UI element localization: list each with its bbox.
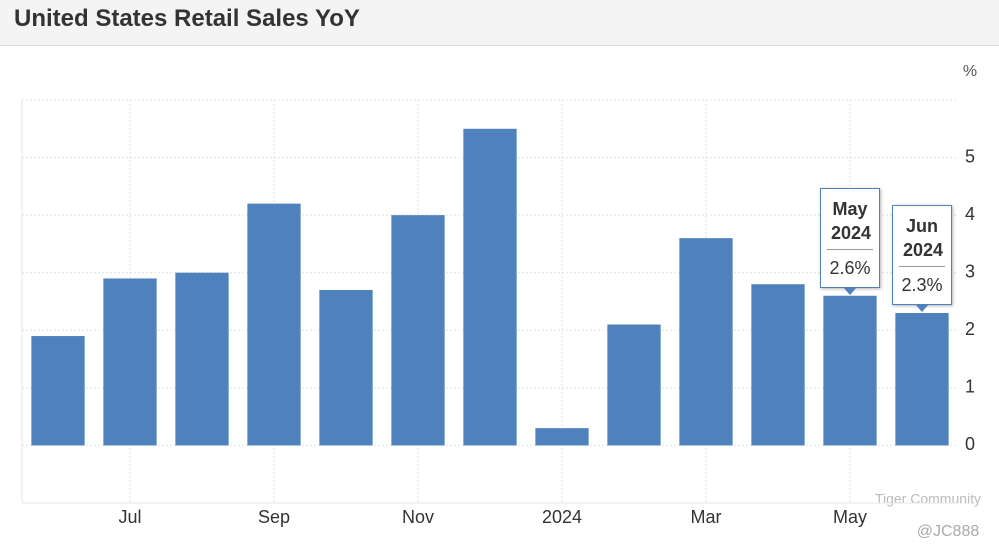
unit-label: % <box>963 63 977 80</box>
tooltip-title: May 2024 <box>827 189 873 250</box>
tooltip: Jun 2024 2.3% <box>892 205 952 312</box>
bar <box>679 238 733 446</box>
bar <box>895 313 949 446</box>
bar <box>247 203 301 446</box>
x-tick-label: Nov <box>402 507 434 527</box>
x-tick-label: 2024 <box>542 507 582 527</box>
y-tick-label: 2 <box>965 319 975 339</box>
bar <box>607 324 661 446</box>
chart-title: United States Retail Sales YoY <box>14 5 360 32</box>
title-bar: United States Retail Sales YoY <box>0 0 999 46</box>
x-tick-label: Sep <box>258 507 290 527</box>
bar <box>751 284 805 446</box>
bar <box>463 128 517 446</box>
bar <box>391 215 445 446</box>
value-label: 2.6% <box>829 257 871 278</box>
tooltip: May 2024 2.6% <box>820 187 880 295</box>
bar <box>103 278 157 446</box>
bar <box>175 272 229 446</box>
bar <box>319 289 373 446</box>
value-label: 2.3% <box>901 275 943 295</box>
x-tick-label: Jul <box>118 507 141 527</box>
y-tick-label: 1 <box>965 377 975 397</box>
y-tick-label: 3 <box>965 261 975 281</box>
watermark: Tiger Community <box>875 491 981 507</box>
credit: @JC888 <box>917 523 980 540</box>
x-tick-label: Mar <box>691 507 722 527</box>
y-tick-label: 4 <box>965 204 975 224</box>
bar <box>535 428 589 446</box>
y-tick-label: 5 <box>965 146 975 166</box>
bar <box>823 295 877 446</box>
x-tick-label: May <box>833 507 867 527</box>
tooltip-title: Jun 2024 <box>899 206 945 267</box>
bar <box>31 336 85 446</box>
y-tick-label: 0 <box>965 434 975 454</box>
